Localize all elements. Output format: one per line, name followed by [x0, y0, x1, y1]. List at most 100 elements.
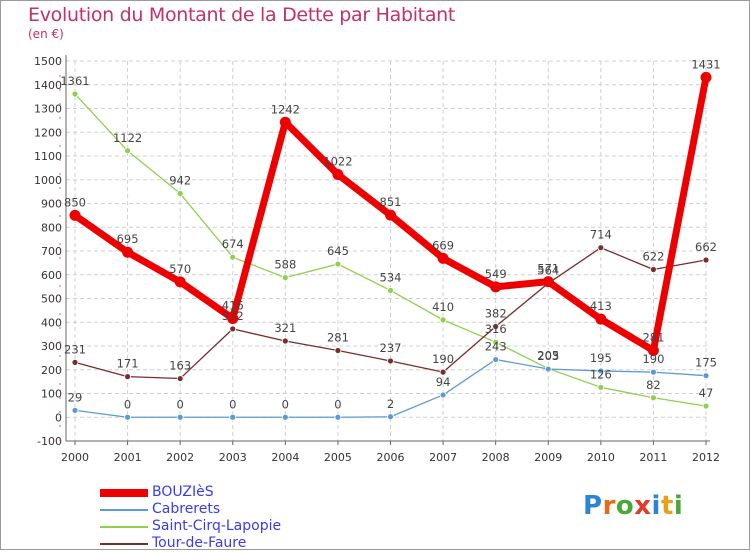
data-label: 645 [327, 244, 349, 258]
data-label: 281 [327, 331, 349, 345]
data-labels: 1361112294267458864553441031620512682472… [60, 57, 720, 411]
x-tick-label: 2006 [377, 451, 405, 464]
data-label: 190 [642, 352, 664, 366]
logo-letter: i [651, 491, 661, 521]
data-point [334, 347, 342, 354]
data-point [439, 316, 447, 324]
logo-letter: P [583, 491, 603, 521]
data-point [124, 147, 131, 155]
x-tick-label: 2002 [166, 451, 194, 464]
data-point [281, 337, 289, 345]
data-label: 674 [222, 237, 244, 251]
data-label: 382 [485, 307, 507, 321]
data-label: 316 [485, 322, 507, 336]
x-tick-label: 2008 [482, 451, 510, 464]
data-point [124, 413, 131, 421]
y-tick-label: 200 [41, 364, 62, 377]
y-tick-label: 1200 [34, 126, 62, 139]
y-tick-label: -100 [37, 435, 62, 448]
data-label: 714 [590, 228, 612, 242]
legend-label: BOUZIèS [152, 484, 214, 500]
legend: BOUZIèS Cabrerets Saint-Cirq-Lapopie Tour-d… [100, 484, 281, 552]
data-label: 851 [380, 195, 402, 209]
data-point [650, 394, 657, 402]
data-label: 195 [590, 351, 612, 365]
legend-swatch [100, 508, 148, 511]
proxiti-logo: Proxiti [583, 491, 683, 521]
legend-label: Cabrerets [152, 501, 221, 517]
data-point [597, 367, 605, 375]
data-label: 321 [274, 321, 296, 335]
data-label: 281 [642, 331, 664, 345]
data-label: 534 [380, 270, 402, 284]
data-label: 942 [169, 174, 191, 188]
data-label: 1431 [691, 57, 720, 71]
legend-item: Saint-Cirq-Lapopie [100, 518, 281, 535]
data-point [176, 375, 184, 382]
data-label: 413 [590, 299, 612, 313]
y-tick-label: 1100 [34, 150, 62, 163]
data-point [544, 365, 552, 373]
x-tick-label: 2011 [639, 451, 667, 464]
data-point [700, 71, 712, 83]
x-tick-label: 2000 [61, 451, 89, 464]
data-label: 1022 [323, 155, 352, 169]
data-label: 0 [282, 397, 289, 411]
y-tick-label: 1400 [34, 79, 62, 92]
data-label: 410 [432, 300, 454, 314]
grid-lines [66, 60, 710, 442]
data-label: 549 [485, 267, 507, 281]
logo-letter: t [660, 491, 674, 521]
data-label: 29 [68, 390, 83, 404]
x-tick-label: 2003 [219, 451, 247, 464]
data-point [492, 338, 500, 346]
data-label: 1361 [60, 74, 89, 88]
data-label: 0 [124, 397, 131, 411]
data-point [229, 253, 237, 261]
data-point [281, 413, 289, 421]
y-tick-label: 600 [41, 269, 62, 282]
chart-title: Evolution du Montant de la Dette par Hab… [28, 4, 456, 26]
data-label: 47 [699, 386, 714, 400]
data-label: 203 [537, 349, 559, 363]
x-tick-label: 2001 [114, 451, 142, 464]
data-label: 231 [64, 342, 86, 356]
legend-swatch [100, 542, 148, 545]
data-label: 171 [117, 357, 139, 371]
x-tick-label: 2009 [534, 451, 562, 464]
data-point [176, 413, 184, 421]
data-label: 126 [590, 367, 612, 381]
y-tick-label: 700 [41, 245, 62, 258]
data-label: 1242 [271, 102, 300, 116]
data-label: 416 [222, 298, 244, 312]
data-label: 2 [387, 397, 394, 411]
y-tick-label: 800 [41, 221, 62, 234]
data-point [334, 413, 342, 421]
data-label: 0 [177, 397, 184, 411]
data-point [439, 368, 447, 376]
data-point [702, 372, 710, 380]
data-point [281, 274, 289, 282]
data-point [229, 325, 237, 333]
data-point [387, 413, 394, 421]
data-label: 588 [274, 258, 296, 272]
x-tick-label: 2007 [429, 451, 457, 464]
y-tick-label: 500 [41, 293, 62, 306]
data-label: 237 [380, 341, 402, 355]
data-point [647, 345, 659, 357]
y-tick-label: 400 [41, 316, 62, 329]
data-label: 669 [432, 238, 454, 252]
data-label: 1122 [113, 131, 142, 145]
data-point [437, 252, 449, 264]
data-point [650, 368, 657, 376]
data-point [334, 260, 342, 268]
y-tick-label: 900 [41, 198, 62, 211]
data-label: 0 [334, 397, 341, 411]
data-label: 622 [642, 250, 664, 264]
data-label: 94 [436, 375, 451, 389]
data-point [595, 313, 607, 325]
logo-letter: o [615, 491, 635, 521]
data-point [122, 246, 134, 258]
data-label: 850 [64, 195, 86, 209]
